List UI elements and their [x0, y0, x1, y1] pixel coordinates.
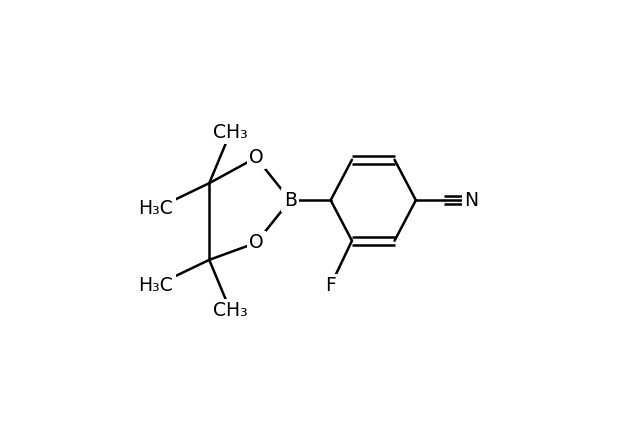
Text: N: N [464, 191, 478, 210]
Text: H₃C: H₃C [139, 199, 173, 218]
Text: O: O [249, 233, 264, 252]
Text: CH₃: CH₃ [213, 302, 248, 320]
Text: H₃C: H₃C [139, 276, 173, 295]
Text: B: B [284, 191, 297, 210]
Text: F: F [325, 276, 336, 295]
Text: CH₃: CH₃ [213, 123, 248, 141]
Text: O: O [249, 148, 264, 167]
